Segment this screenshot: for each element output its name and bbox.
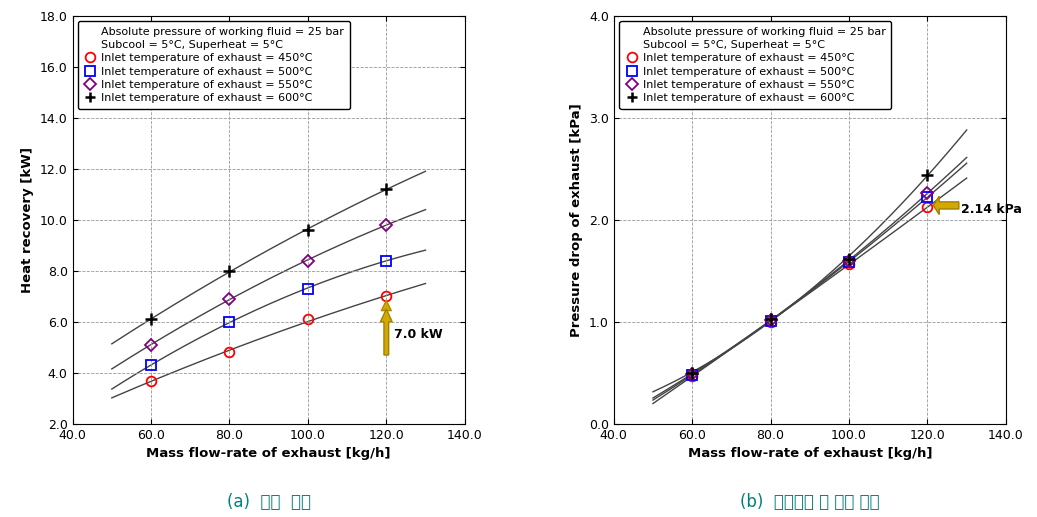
Legend: Absolute pressure of working fluid = 25 bar, Subcool = 5°C, Superheat = 5°C, Inl: Absolute pressure of working fluid = 25 … xyxy=(619,21,891,109)
FancyArrow shape xyxy=(381,309,392,355)
Y-axis label: Pressure drop of exhaust [kPa]: Pressure drop of exhaust [kPa] xyxy=(570,103,584,337)
Text: 7.0 kW: 7.0 kW xyxy=(394,328,443,341)
X-axis label: Mass flow-rate of exhaust [kg/h]: Mass flow-rate of exhaust [kg/h] xyxy=(146,447,391,460)
Text: (a)  회수  열량: (a) 회수 열량 xyxy=(227,493,311,511)
Y-axis label: Heat recovery [kW]: Heat recovery [kW] xyxy=(22,147,34,293)
FancyArrow shape xyxy=(933,196,959,215)
Text: 2.14 kPa: 2.14 kPa xyxy=(961,203,1021,216)
X-axis label: Mass flow-rate of exhaust [kg/h]: Mass flow-rate of exhaust [kg/h] xyxy=(688,447,932,460)
Legend: Absolute pressure of working fluid = 25 bar, Subcool = 5°C, Superheat = 5°C, Inl: Absolute pressure of working fluid = 25 … xyxy=(78,21,349,109)
Text: (b)  배기가스 측 압력 손실: (b) 배기가스 측 압력 손실 xyxy=(740,493,879,511)
